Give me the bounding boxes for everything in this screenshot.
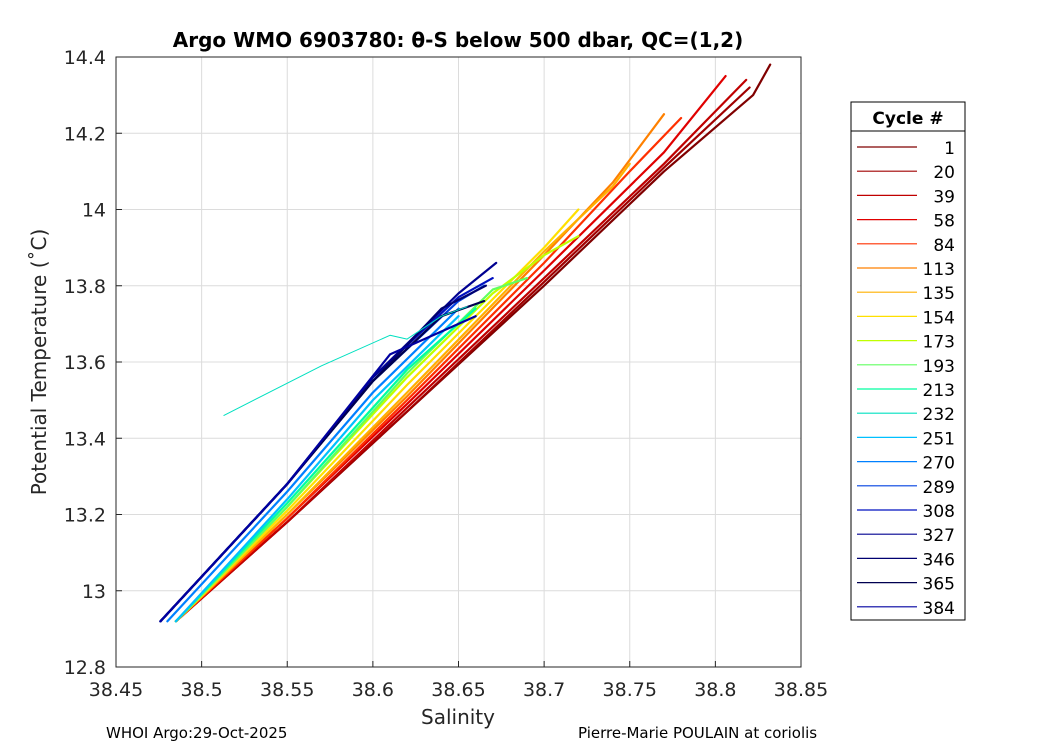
series-line-251 (174, 315, 460, 623)
legend-items: 1 20 39 58 84 113 135 154 173 193 213 232 251 270 289 3… (857, 139, 955, 619)
x-tick-label: 38.6 (352, 679, 394, 701)
series-line-213 (174, 307, 477, 623)
legend-label-232: 232 (923, 405, 955, 425)
y-tick-label: 14.4 (64, 47, 106, 69)
series-line-154 (174, 208, 580, 623)
x-axis-label: Salinity (421, 705, 495, 729)
series-line-193 (174, 277, 529, 623)
x-tick-label: 38.5 (180, 679, 222, 701)
series-layer (159, 63, 772, 623)
y-axis-label: Potential Temperature (˚C) (27, 229, 51, 496)
legend-label-39: 39 (933, 187, 955, 207)
legend-label-251: 251 (923, 429, 955, 449)
legend-label-154: 154 (923, 308, 955, 328)
series-line-84 (174, 116, 683, 623)
legend-label-113: 113 (923, 260, 955, 280)
y-tick-label: 13.6 (64, 352, 106, 374)
footer-right: Pierre-Marie POULAIN at coriolis (578, 724, 818, 742)
x-tick-label: 38.75 (603, 679, 657, 701)
x-tick-label: 38.55 (260, 679, 314, 701)
y-tick-label: 14 (82, 200, 106, 222)
axis-ticks: 38.45 38.5 38.55 38.6 38.65 38.7 38.75 38.8 38.8… (64, 47, 829, 701)
legend-label-384: 384 (923, 599, 955, 619)
footer-left: WHOI Argo:29-Oct-2025 (106, 724, 288, 742)
legend-label-213: 213 (923, 381, 955, 401)
legend-label-365: 365 (923, 575, 955, 595)
legend: Cycle # 1 20 39 58 84 113 135 154 173 193 213 232 25… (850, 101, 966, 621)
y-tick-label: 12.8 (64, 657, 106, 679)
legend-label-327: 327 (923, 526, 955, 546)
y-tick-label: 13.4 (64, 428, 106, 450)
legend-label-193: 193 (923, 357, 955, 377)
legend-label-270: 270 (923, 454, 955, 474)
series-line-384 (159, 315, 477, 623)
series-line-232 (223, 306, 468, 416)
series-line-39 (174, 78, 748, 623)
x-tick-label: 38.85 (774, 679, 828, 701)
chart-title: Argo WMO 6903780: θ-S below 500 dbar, QC… (173, 28, 743, 52)
legend-label-173: 173 (923, 333, 955, 353)
legend-label-1: 1 (944, 139, 955, 159)
legend-label-84: 84 (933, 236, 955, 256)
y-tick-label: 14.2 (64, 123, 106, 145)
x-tick-label: 38.45 (89, 679, 143, 701)
x-tick-label: 38.7 (523, 679, 565, 701)
x-tick-label: 38.8 (694, 679, 736, 701)
x-tick-label: 38.65 (431, 679, 485, 701)
legend-label-346: 346 (923, 550, 955, 570)
series-line-135 (174, 162, 631, 623)
legend-title: Cycle # (872, 109, 943, 129)
legend-label-308: 308 (923, 502, 955, 522)
legend-label-135: 135 (923, 284, 955, 304)
series-line-270 (166, 307, 460, 623)
legend-label-20: 20 (933, 163, 955, 183)
y-tick-label: 13 (82, 581, 106, 603)
y-tick-label: 13.2 (64, 505, 106, 527)
legend-label-58: 58 (933, 212, 955, 232)
y-tick-label: 13.8 (64, 276, 106, 298)
legend-label-289: 289 (923, 478, 955, 498)
